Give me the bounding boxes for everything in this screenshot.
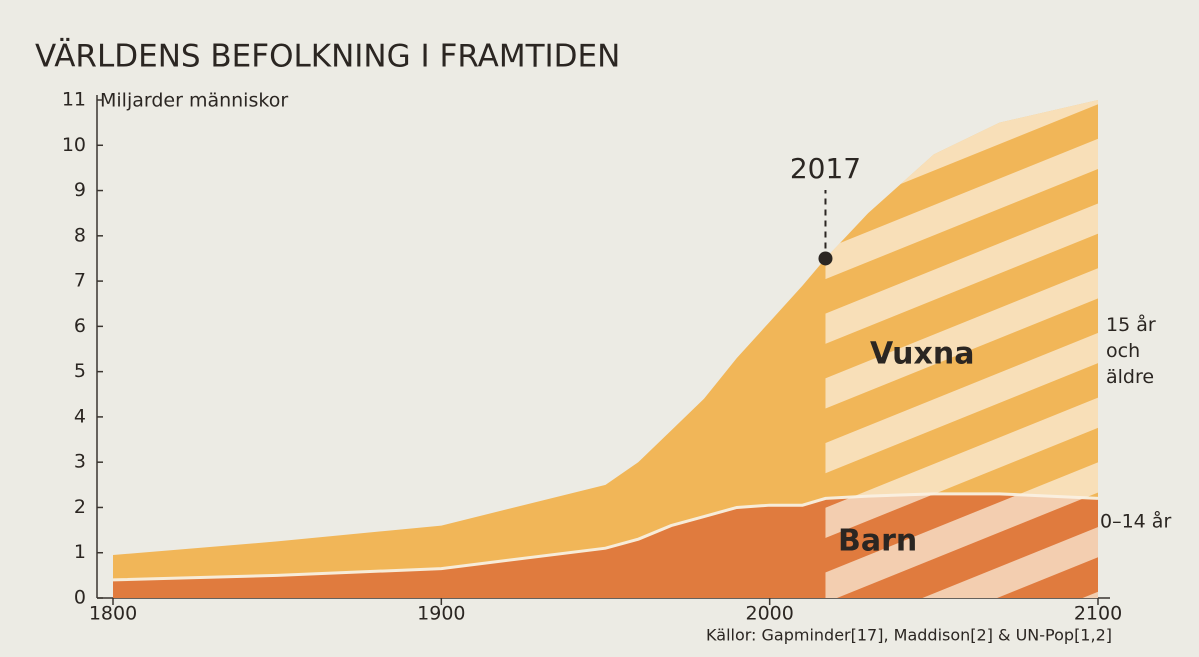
y-tick-label: 9 (74, 179, 86, 201)
annotation-dot (818, 251, 833, 266)
description-line: och (1106, 340, 1140, 362)
series-label: Vuxna (870, 337, 974, 372)
chart-title: VÄRLDENS BEFOLKNING I FRAMTIDEN (35, 39, 620, 75)
annotation-label: 2017 (790, 152, 861, 185)
y-tick-label: 10 (62, 134, 86, 156)
description-line: äldre (1106, 366, 1154, 388)
series-label: Barn (838, 524, 917, 559)
y-tick-label: 2 (74, 496, 86, 518)
y-tick-label: 7 (74, 270, 86, 292)
y-tick-label: 3 (74, 451, 86, 473)
x-tick-label: 2000 (745, 603, 793, 625)
y-tick-label: 0 (74, 587, 86, 609)
x-tick-label: 2100 (1074, 603, 1122, 625)
series-description: 15 år och äldre (1106, 313, 1162, 388)
x-tick-label: 1900 (417, 603, 465, 625)
x-tick-label: 1800 (89, 603, 137, 625)
source-note: Källor: Gapminder[17], Maddison[2] & UN-… (706, 626, 1112, 645)
y-axis-label: Miljarder människor (100, 90, 288, 112)
y-tick-label: 8 (74, 224, 86, 246)
series-description: 0–14 år (1100, 510, 1171, 533)
y-tick-label: 4 (74, 405, 86, 427)
y-tick-label: 6 (74, 315, 86, 337)
y-tick-label: 1 (74, 541, 86, 563)
description-line: 15 år (1106, 313, 1156, 336)
y-tick-label: 11 (62, 89, 86, 111)
plot: 0 1 2 3 4 5 6 7 8 9 10 11 1800 1900 2000 2100 2017 (62, 89, 1122, 625)
y-tick-label: 5 (74, 360, 86, 382)
